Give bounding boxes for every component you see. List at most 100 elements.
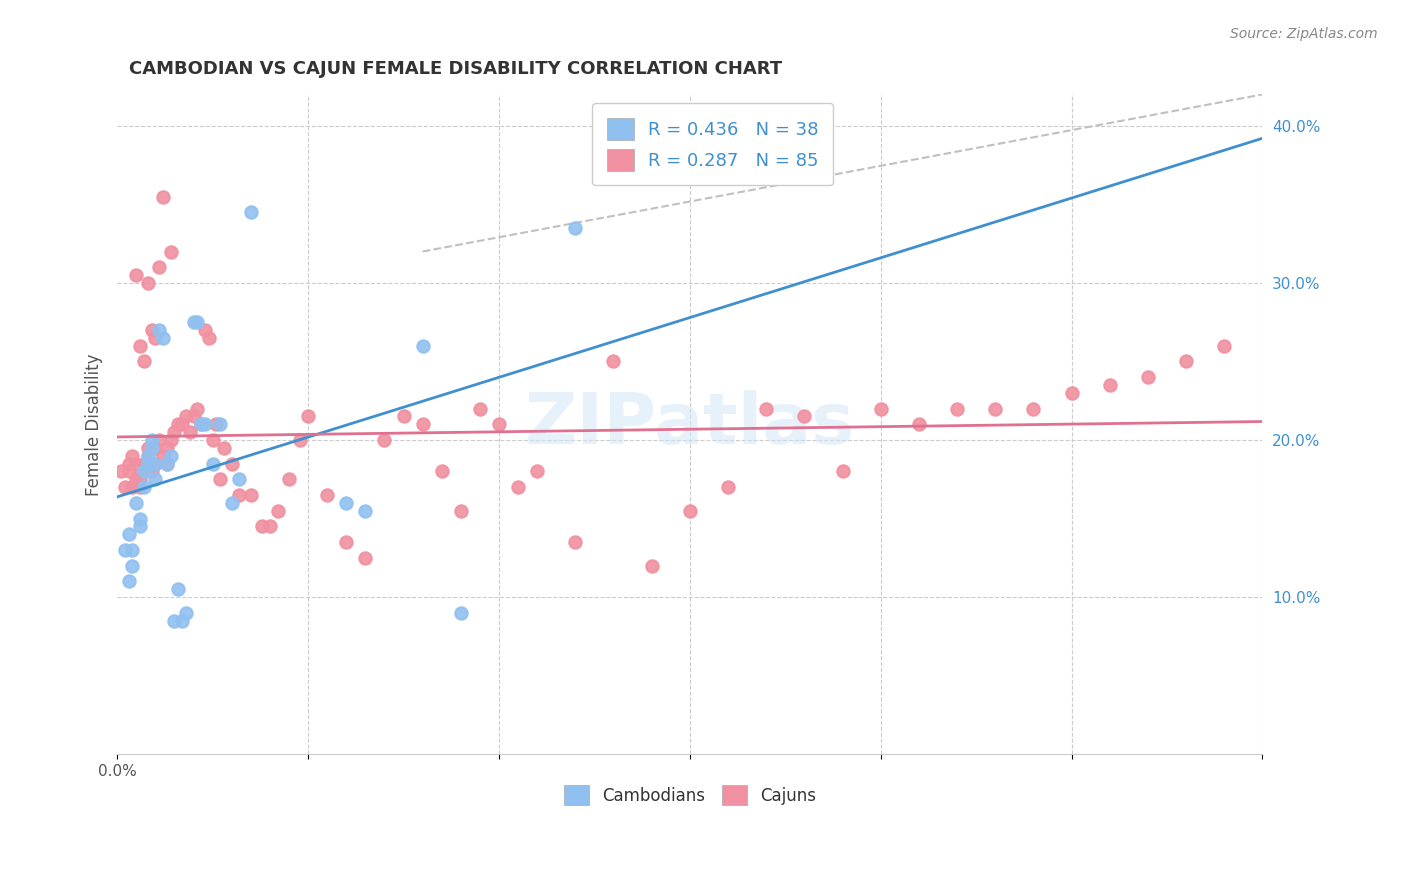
Point [679,504,702,518]
Point [167,417,190,432]
Text: Source: ZipAtlas.com: Source: ZipAtlas.com [1230,27,1378,41]
Point [156,441,179,455]
Point [190,417,212,432]
Point [1022,401,1045,416]
Point [152,449,174,463]
Point [145,441,167,455]
Point [125,268,148,282]
Point [201,433,224,447]
Point [129,511,152,525]
Point [148,260,170,275]
Point [602,354,624,368]
Point [450,504,472,518]
Point [259,519,281,533]
Point [152,189,174,203]
Point [194,323,217,337]
Point [145,457,167,471]
Point [136,449,159,463]
Point [392,409,415,424]
Point [316,488,339,502]
Point [228,488,250,502]
Point [152,331,174,345]
Point [186,315,208,329]
Point [136,276,159,290]
Point [335,535,357,549]
Point [450,606,472,620]
Point [129,519,152,533]
Point [141,323,163,337]
Point [174,409,197,424]
Point [209,472,232,486]
Point [174,606,197,620]
Point [946,401,969,416]
Point [148,433,170,447]
Point [354,550,377,565]
Point [564,535,586,549]
Point [373,433,395,447]
Point [793,409,815,424]
Point [209,417,232,432]
Text: CAMBODIAN VS CAJUN FEMALE DISABILITY CORRELATION CHART: CAMBODIAN VS CAJUN FEMALE DISABILITY COR… [128,60,782,78]
Point [186,401,208,416]
Y-axis label: Female Disability: Female Disability [86,353,103,496]
Point [163,614,186,628]
Point [564,221,586,235]
Point [190,417,212,432]
Point [141,433,163,447]
Point [430,465,453,479]
Point [136,457,159,471]
Point [1175,354,1198,368]
Point [205,417,228,432]
Point [239,488,262,502]
Point [506,480,529,494]
Point [121,543,143,558]
Point [755,401,778,416]
Point [141,457,163,471]
Point [526,465,548,479]
Point [121,480,143,494]
Point [167,582,190,597]
Point [212,441,235,455]
Point [869,401,891,416]
Point [141,465,163,479]
Point [132,457,155,471]
Point [1136,370,1159,384]
Point [412,417,434,432]
Point [468,401,491,416]
Point [117,574,139,589]
Point [129,472,152,486]
Point [159,244,181,259]
Point [297,409,319,424]
Point [172,417,194,432]
Point [145,472,167,486]
Point [117,527,139,541]
Point [1098,378,1121,392]
Point [114,543,136,558]
Point [129,339,152,353]
Point [129,480,152,494]
Point [132,480,155,494]
Point [908,417,931,432]
Point [335,496,357,510]
Point [117,457,139,471]
Point [201,457,224,471]
Point [132,465,155,479]
Point [114,480,136,494]
Point [183,409,205,424]
Point [266,504,288,518]
Point [121,558,143,573]
Point [221,496,243,510]
Point [136,441,159,455]
Point [163,425,186,440]
Point [141,441,163,455]
Point [148,323,170,337]
Point [221,457,243,471]
Point [179,425,201,440]
Point [125,472,148,486]
Point [198,331,221,345]
Point [136,449,159,463]
Point [354,504,377,518]
Point [640,558,662,573]
Point [156,457,179,471]
Point [117,465,139,479]
